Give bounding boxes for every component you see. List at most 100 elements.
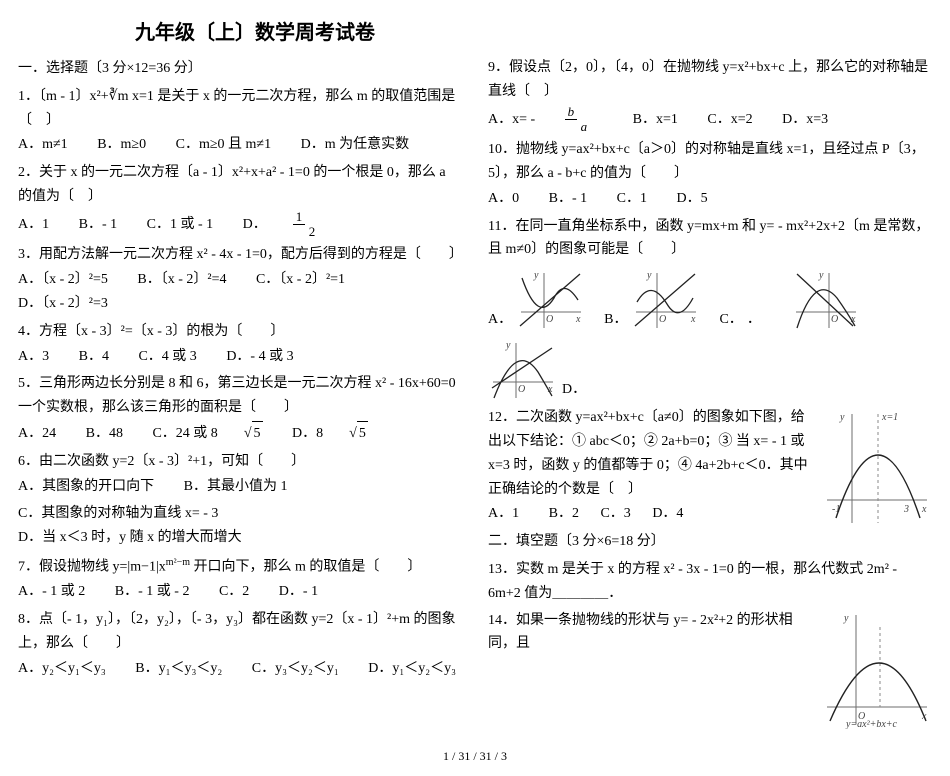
q1-options: A．m≠1 B．m≥0 C．m≥0 且 m≠1 D．m 为任意实数 [18, 133, 462, 157]
q11-graphs-row1: A． x y O B． x [488, 268, 932, 332]
q8-opt-b: B．y₁＜y₃＜y₂ [135, 657, 222, 681]
q3-options: A．〔x - 2〕²=5 B．〔x - 2〕²=4 C．〔x - 2〕²=1 D… [18, 268, 462, 316]
q6-opt-d: D．当 x＜3 时，y 随 x 的增大而增大 [18, 526, 242, 550]
svg-text:y: y [533, 270, 539, 281]
q10: 10．抛物线 y=ax²+bx+c〔a＞0〕的对称轴是直线 x=1，且经过点 P… [488, 138, 932, 186]
q1: 1．〔m - 1〕x²+∛m x=1 是关于 x 的一元二次方程，那么 m 的取… [18, 85, 462, 133]
page-footer: 1 / 31 / 31 / 3 [18, 749, 932, 764]
q2-options: A．1 B．- 1 C．1 或 - 1 D．12 [18, 210, 462, 240]
q2-opt-a: A．1 [18, 213, 49, 237]
q6-opt-b: B．其最小值为 1 [184, 475, 288, 499]
q7-opt-c: C．2 [219, 580, 249, 604]
svg-text:y: y [839, 412, 845, 423]
q12-opt-c: C．3 [600, 502, 630, 526]
q11: 11．在同一直角坐标系中，函数 y=mx+m 和 y= - mx²+2x+2〔m… [488, 215, 932, 263]
q11-c-dot: ． [747, 308, 761, 332]
q12-opt-b: B．2 [549, 502, 579, 526]
sqrt-rad: 5 [357, 421, 368, 446]
q2-opt-c: C．1 或 - 1 [147, 213, 214, 237]
q11-d-label: D． [562, 378, 586, 402]
left-column: 一．选择题〔3 分×12=36 分〕 1．〔m - 1〕x²+∛m x=1 是关… [18, 53, 462, 741]
q9a-frac: ba [565, 105, 604, 135]
svg-text:x: x [575, 314, 581, 325]
q7-options: A．- 1 或 2 B．- 1 或 - 2 C．2 D．- 1 [18, 580, 462, 604]
q5-opt-b: B．48 [86, 422, 123, 446]
q11-graph-b: B． x y O [604, 268, 701, 332]
svg-text:3: 3 [903, 504, 909, 515]
sqrt-rad: 5 [252, 421, 263, 446]
svg-text:x=1: x=1 [881, 412, 898, 423]
q12-opt-a: A．1 [488, 502, 519, 526]
q1-opt-b: B．m≥0 [97, 133, 146, 157]
q13: 13．实数 m 是关于 x 的方程 x² - 3x - 1=0 的一根，那么代数… [488, 558, 932, 606]
q7: 7．假设抛物线 y=|m−1|xm²−m 开口向下，那么 m 的取值是〔 〕 [18, 554, 462, 579]
svg-text:O: O [659, 314, 666, 325]
q9-options: A．x= - ba B．x=1 C．x=2 D．x=3 [488, 105, 932, 135]
q11-graph-d: x y O D． [488, 338, 590, 402]
sqrt-icon: √5 [349, 421, 368, 446]
q5-opt-c: C．24 或 8 √5 [152, 421, 262, 446]
q8-options: A．y₂＜y₁＜y₃ B．y₁＜y₃＜y₂ C．y₃＜y₂＜y₁ D．y₁＜y₂… [18, 657, 462, 681]
q9-opt-a: A．x= - ba [488, 105, 603, 135]
svg-text:y=ax²+bx+c: y=ax²+bx+c [845, 719, 898, 729]
q3-opt-b: B．〔x - 2〕²=4 [137, 268, 226, 292]
q12-graph: x y x=1 -1 3 [822, 408, 932, 537]
frac-den: a [565, 120, 604, 134]
q1-opt-a: A．m≠1 [18, 133, 68, 157]
q4-opt-c: C．4 或 3 [138, 345, 196, 369]
q6-options-cd: C．其图象的对称轴为直线 x= - 3 D．当 x＜3 时，y 随 x 的增大而… [18, 502, 462, 550]
q8-opt-a: A．y₂＜y₁＜y₃ [18, 657, 106, 681]
q5c-pre: C．24 或 8 [152, 422, 217, 446]
q3: 3．用配方法解一元二次方程 x² - 4x - 1=0，配方后得到的方程是〔 〕 [18, 243, 462, 267]
q14-graph: x y O y=ax²+bx+c [822, 609, 932, 738]
q3-opt-d: D．〔x - 2〕²=3 [18, 292, 108, 316]
q1-opt-c: C．m≥0 且 m≠1 [176, 133, 271, 157]
q3-opt-a: A．〔x - 2〕²=5 [18, 268, 108, 292]
svg-text:y: y [843, 613, 849, 624]
q11-b-label: B． [604, 308, 627, 332]
right-column: 9．假设点〔2，0〕，〔4，0〕在抛物线 y=x²+bx+c 上，那么它的对称轴… [488, 53, 932, 741]
q3-opt-c: C．〔x - 2〕²=1 [256, 268, 345, 292]
q11-graph-c: C． ． x y O [719, 268, 860, 332]
graph-b-svg: x y O [631, 268, 701, 332]
q9-opt-b: B．x=1 [633, 108, 678, 132]
q4-options: A．3 B．4 C．4 或 3 D．- 4 或 3 [18, 345, 462, 369]
exam-title: 九年级〔上〕数学周考试卷 [18, 16, 932, 45]
svg-text:O: O [546, 314, 553, 325]
q11-c-label: C． [719, 308, 742, 332]
q8: 8．点〔- 1，y₁〕，〔2，y₂〕，〔- 3，y₃〕都在函数 y=2〔x - … [18, 608, 462, 656]
q6-opt-c: C．其图象的对称轴为直线 x= - 3 [18, 502, 218, 526]
q11-graph-a: A． x y O [488, 268, 586, 332]
graph-c-svg: x y O [791, 268, 861, 332]
svg-text:y: y [818, 270, 824, 281]
q7-opt-a: A．- 1 或 2 [18, 580, 85, 604]
svg-text:O: O [518, 384, 525, 395]
sqrt-icon: √5 [244, 421, 263, 446]
q5: 5．三角形两边长分别是 8 和 6，第三边长是一元二次方程 x² - 16x+6… [18, 372, 462, 420]
q11-graphs-row2: x y O D． [488, 338, 932, 402]
q5-opt-a: A．24 [18, 422, 56, 446]
q2-opt-d: D． 12 [243, 210, 332, 240]
q4-opt-d: D．- 4 或 3 [226, 345, 293, 369]
q10-options: A．0 B．- 1 C．1 D．5 [488, 187, 932, 211]
q7-sup: m²−m [166, 557, 190, 568]
q10-opt-b: B．- 1 [549, 187, 588, 211]
section-1-header: 一．选择题〔3 分×12=36 分〕 [18, 57, 462, 81]
svg-text:y: y [505, 340, 511, 351]
q2-d-pre: D． [243, 213, 267, 237]
q5-options: A．24 B．48 C．24 或 8 √5 D．8√5 [18, 421, 462, 446]
graph-a-svg: x y O [516, 268, 586, 332]
q4-opt-a: A．3 [18, 345, 49, 369]
q2-d-frac: 12 [293, 210, 332, 240]
q6: 6．由二次函数 y=2〔x - 3〕²+1，可知〔 〕 [18, 450, 462, 474]
q5-opt-d: D．8√5 [292, 421, 368, 446]
svg-text:O: O [831, 314, 838, 325]
svg-text:x: x [690, 314, 696, 325]
q10-opt-c: C．1 [617, 187, 647, 211]
q12-opt-d: D．4 [652, 502, 683, 526]
q9-opt-d: D．x=3 [782, 108, 828, 132]
q6-opt-a: A．其图象的开口向下 [18, 475, 154, 499]
graph-d-svg: x y O [488, 338, 558, 402]
svg-text:y: y [646, 270, 652, 281]
q9: 9．假设点〔2，0〕，〔4，0〕在抛物线 y=x²+bx+c 上，那么它的对称轴… [488, 56, 932, 104]
